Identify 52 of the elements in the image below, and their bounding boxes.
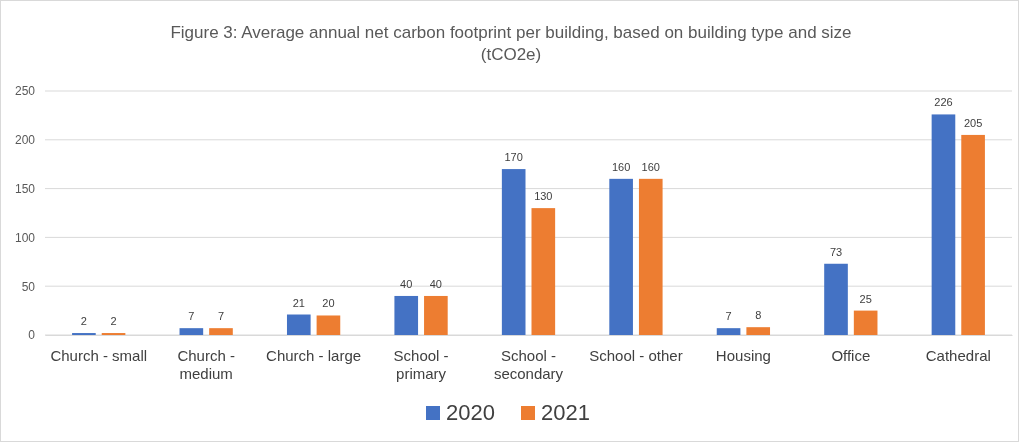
bar bbox=[424, 295, 448, 335]
bar bbox=[961, 134, 985, 335]
bar bbox=[824, 263, 848, 335]
y-tick-label: 250 bbox=[14, 84, 36, 99]
y-tick-label: 100 bbox=[14, 230, 36, 245]
bar bbox=[286, 314, 311, 335]
bar bbox=[716, 328, 741, 335]
bar bbox=[746, 327, 771, 335]
data-label: 130 bbox=[534, 190, 553, 203]
data-label: 40 bbox=[429, 277, 442, 290]
data-label: 2 bbox=[80, 315, 87, 328]
x-tick-label: Cathedral bbox=[925, 347, 991, 364]
data-label: 170 bbox=[504, 151, 523, 164]
bar bbox=[609, 178, 633, 335]
bar bbox=[394, 295, 419, 335]
bar bbox=[316, 315, 341, 335]
bar bbox=[501, 169, 526, 335]
x-tick-label: School - primary bbox=[393, 347, 449, 382]
data-label: 20 bbox=[322, 297, 335, 310]
data-label: 160 bbox=[611, 160, 631, 173]
data-label: 7 bbox=[725, 310, 732, 323]
x-tick-label: School - secondary bbox=[493, 347, 564, 382]
y-tick-label: 50 bbox=[21, 279, 36, 294]
data-label: 226 bbox=[934, 96, 953, 109]
bar bbox=[638, 178, 663, 335]
y-tick-label: 0 bbox=[28, 328, 36, 343]
bar bbox=[931, 114, 956, 335]
data-label: 21 bbox=[292, 296, 305, 309]
legend-label: 2020 bbox=[446, 400, 495, 425]
legend-label: 2021 bbox=[541, 400, 590, 425]
bar bbox=[853, 310, 878, 335]
data-label: 7 bbox=[217, 310, 225, 323]
x-tick-label: Office bbox=[831, 347, 871, 364]
x-tick-label: School - other bbox=[589, 347, 683, 364]
x-tick-label: Housing bbox=[715, 347, 771, 364]
y-tick-label: 150 bbox=[14, 181, 36, 196]
data-label: 160 bbox=[641, 160, 660, 173]
x-tick-label: Church - medium bbox=[177, 347, 235, 382]
x-tick-label: Church - large bbox=[266, 347, 362, 364]
data-label: 2 bbox=[110, 315, 117, 328]
y-tick-label: 200 bbox=[14, 133, 36, 148]
data-label: 73 bbox=[829, 245, 843, 258]
data-label: 25 bbox=[859, 292, 872, 305]
bar bbox=[209, 328, 233, 335]
data-label: 8 bbox=[755, 309, 762, 322]
bar bbox=[531, 208, 556, 335]
data-label: 7 bbox=[188, 310, 195, 323]
data-label: 40 bbox=[400, 277, 413, 290]
x-tick-label: Church - small bbox=[50, 347, 148, 364]
bar bbox=[179, 328, 204, 335]
data-label: 205 bbox=[963, 116, 983, 129]
chart-title: Figure 3: Average annual net carbon footprint per building, based on building type and size (tCO2e) bbox=[170, 23, 852, 64]
